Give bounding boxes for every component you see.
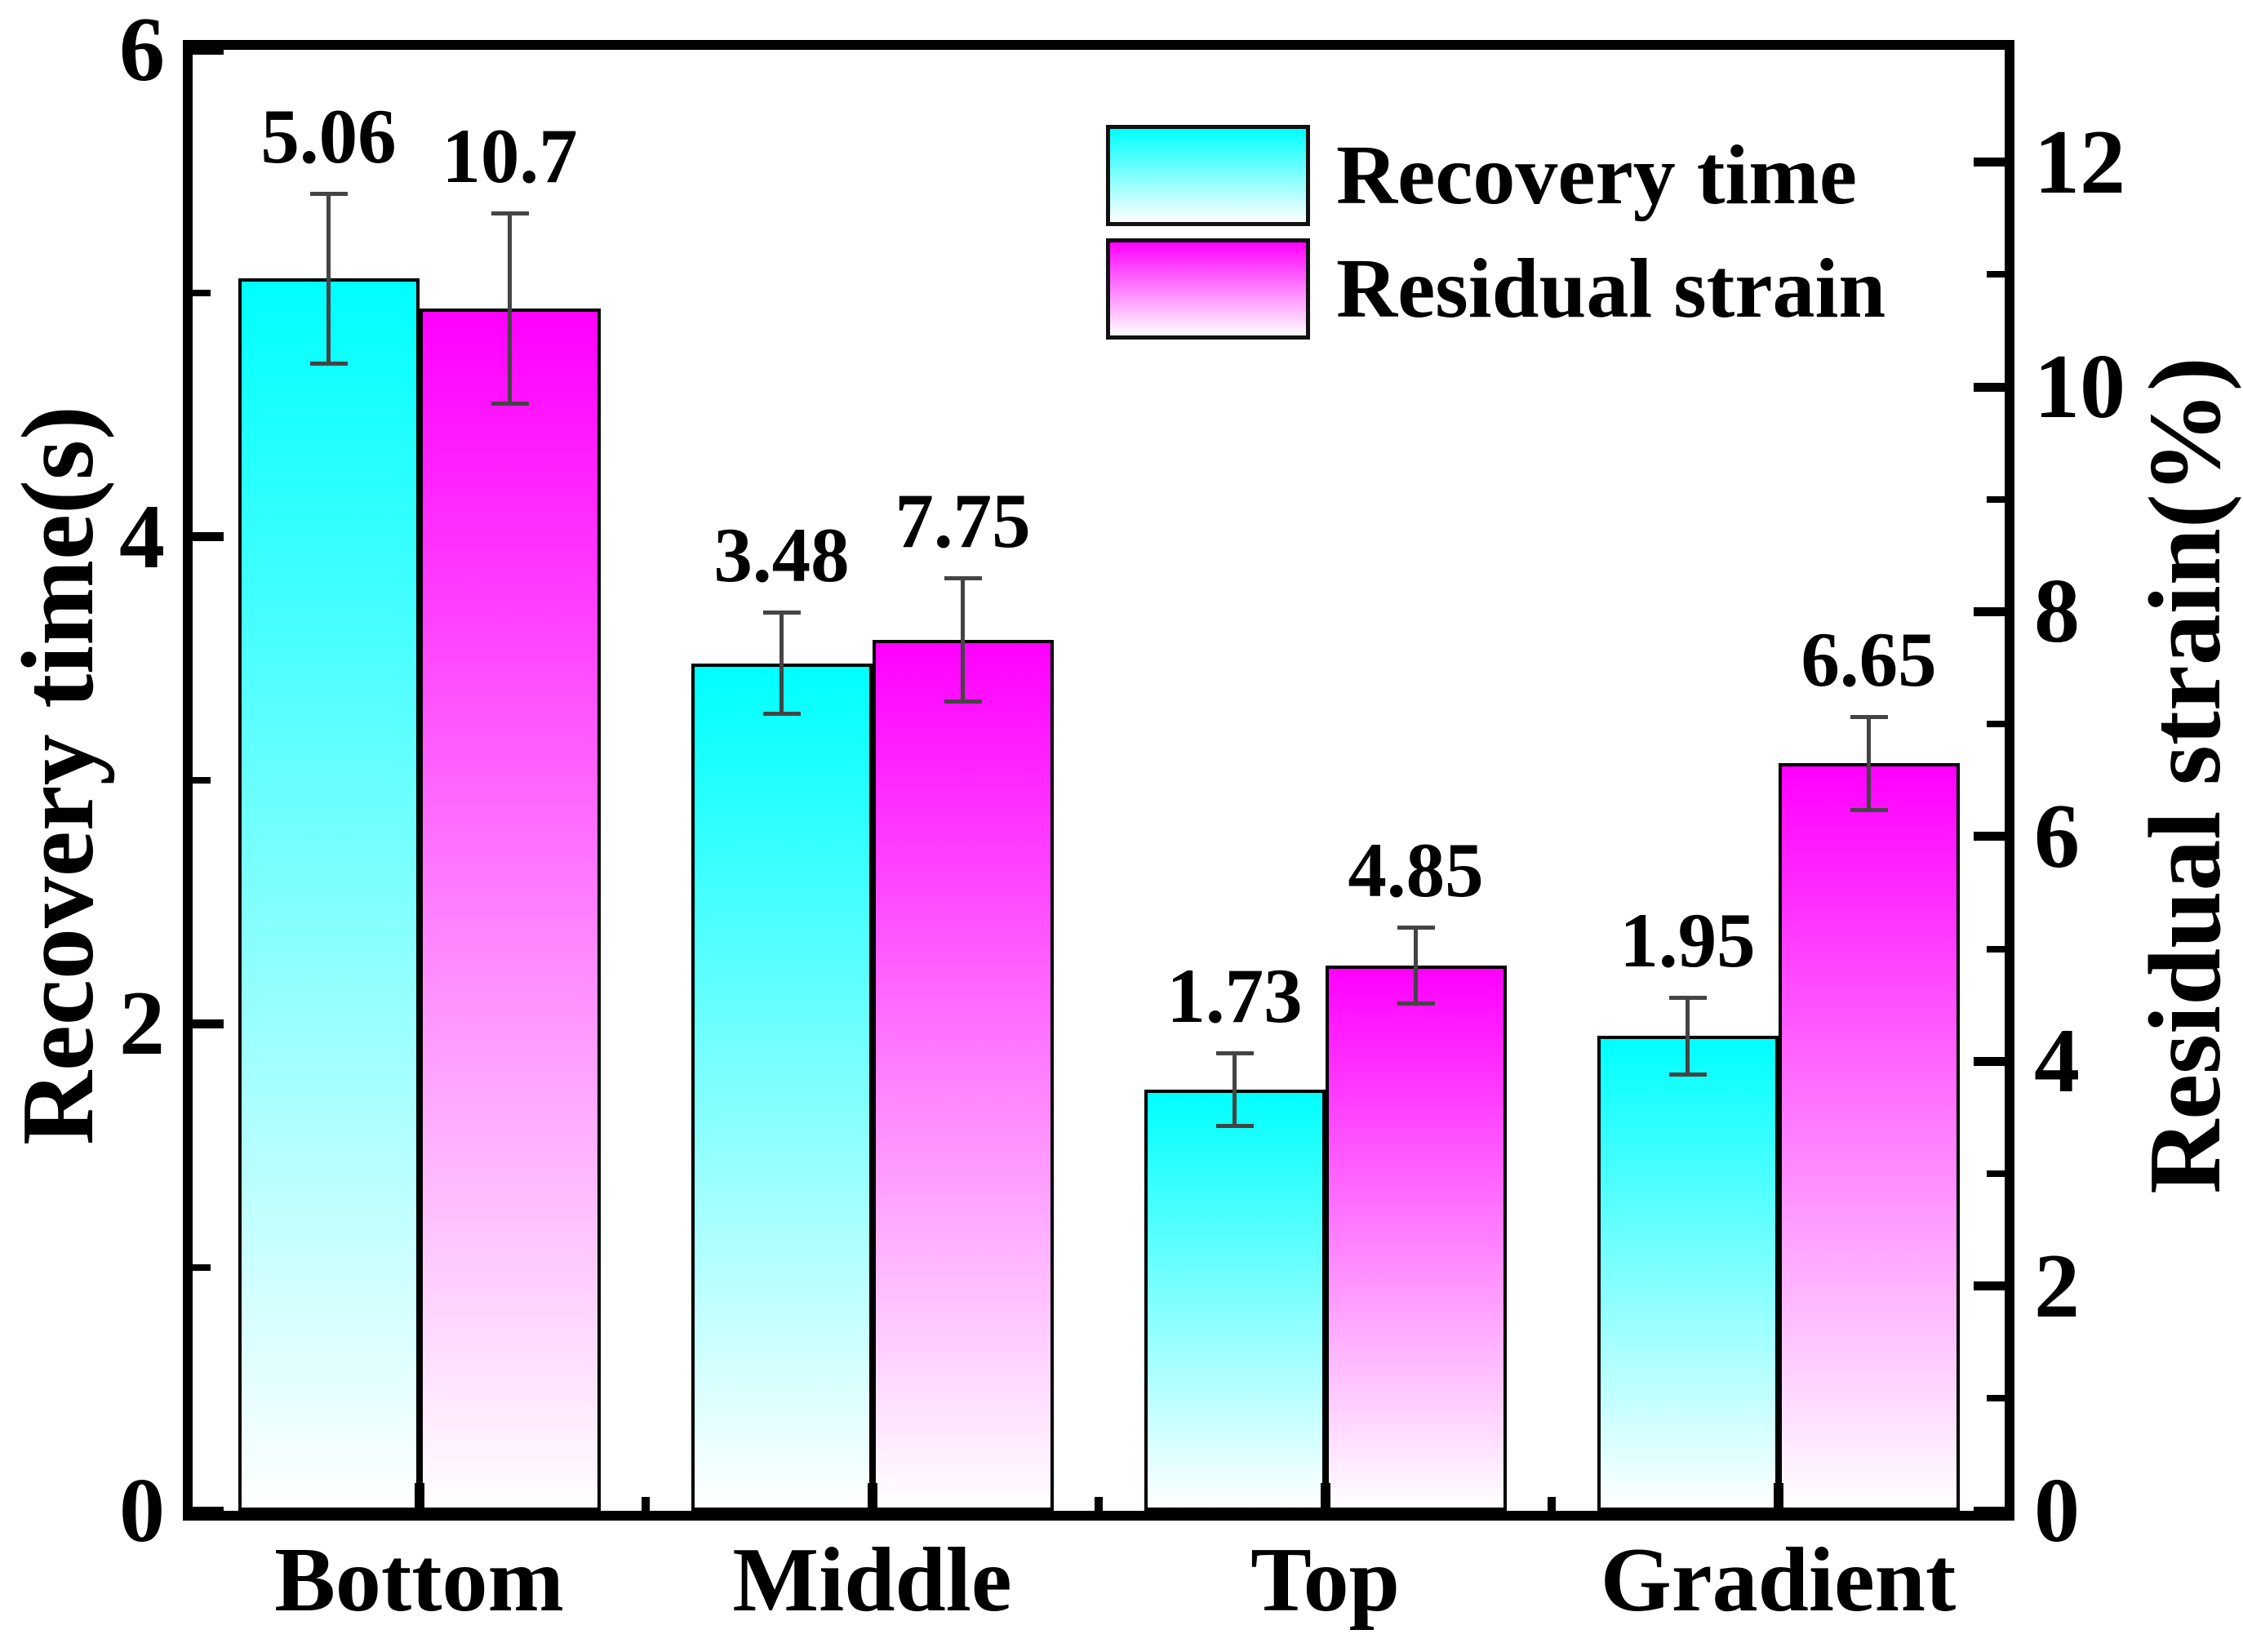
left-axis-major-tick	[193, 1019, 224, 1028]
error-bar	[1867, 716, 1871, 811]
legend-item: Residual strain	[1106, 238, 1885, 340]
value-label: 10.7	[442, 112, 578, 199]
value-label: 3.48	[713, 512, 850, 599]
bar-recovery-time	[691, 663, 873, 1511]
value-label: 7.75	[895, 477, 1031, 565]
right-axis-major-tick	[1974, 1506, 2005, 1516]
bar-recovery-time	[1144, 1089, 1326, 1511]
value-label: 4.85	[1348, 827, 1484, 914]
bar-residual-strain	[1778, 763, 1960, 1511]
error-bar-cap-bottom	[1668, 1072, 1707, 1077]
right-tick-label: 10	[2034, 336, 2125, 438]
legend-swatch	[1106, 238, 1310, 340]
value-label: 5.06	[260, 93, 397, 180]
error-bar	[779, 612, 784, 715]
error-bar-cap-top	[1215, 1051, 1254, 1056]
x-axis-center-tick	[414, 1483, 424, 1511]
error-bar-cap-top	[1850, 714, 1888, 719]
error-bar-cap-bottom	[762, 712, 801, 717]
error-bar-cap-top	[1668, 995, 1707, 1000]
right-tick-label: 4	[2034, 1010, 2080, 1112]
bar-residual-strain	[419, 308, 601, 1511]
error-bar	[1686, 997, 1690, 1075]
right-axis-major-tick	[1974, 382, 2005, 392]
left-tick-label: 0	[119, 1460, 165, 1561]
legend-label: Recovery time	[1336, 128, 1858, 222]
legend-label: Residual strain	[1336, 242, 1886, 335]
plot-area: Recovery time Residual strain 5.06 10.7 3.4…	[183, 40, 2014, 1521]
right-axis-major-tick	[1974, 1056, 2005, 1066]
error-bar-cap-top	[491, 211, 529, 215]
category-label: Middle	[732, 1530, 1012, 1631]
right-tick-label: 12	[2034, 111, 2125, 213]
right-axis-major-tick	[1974, 832, 2005, 842]
error-bar-cap-bottom	[309, 361, 348, 366]
category-label: Bottom	[274, 1530, 564, 1631]
error-bar	[1414, 927, 1418, 1004]
left-tick-label: 6	[119, 0, 165, 100]
right-axis-minor-tick	[1987, 495, 2005, 503]
error-bar	[1233, 1053, 1237, 1126]
x-axis-center-tick	[1320, 1483, 1330, 1511]
error-bar-cap-bottom	[1850, 808, 1888, 813]
error-bar-cap-bottom	[491, 401, 529, 406]
bar-recovery-time	[1597, 1036, 1779, 1511]
right-tick-label: 8	[2034, 561, 2080, 663]
left-axis-minor-tick	[193, 777, 211, 784]
error-bar-cap-bottom	[944, 699, 982, 704]
right-axis-major-tick	[1974, 158, 2005, 167]
bar-residual-strain	[1325, 966, 1507, 1511]
right-axis-minor-tick	[1987, 271, 2005, 278]
right-tick-label: 6	[2034, 785, 2080, 887]
right-tick-label: 2	[2034, 1235, 2080, 1337]
bar-residual-strain	[872, 639, 1054, 1511]
left-axis-minor-tick	[193, 290, 211, 297]
right-axis-minor-tick	[1987, 1170, 2005, 1177]
right-tick-label: 0	[2034, 1460, 2080, 1561]
error-bar-cap-top	[1397, 926, 1435, 930]
error-bar	[961, 578, 965, 702]
left-axis-minor-tick	[193, 1263, 211, 1271]
error-bar	[508, 212, 512, 404]
right-axis-minor-tick	[1987, 721, 2005, 728]
error-bar-cap-top	[762, 611, 801, 615]
right-axis-minor-tick	[1987, 945, 2005, 953]
error-bar-cap-bottom	[1215, 1123, 1254, 1128]
error-bar	[326, 193, 331, 364]
value-label: 1.95	[1619, 896, 1756, 984]
x-axis-center-tick	[867, 1483, 877, 1511]
right-axis-major-tick	[1974, 1281, 2005, 1291]
bar-recovery-time	[238, 278, 420, 1511]
right-axis-minor-tick	[1987, 1395, 2005, 1402]
category-label: Gradient	[1600, 1530, 1957, 1631]
error-bar-cap-top	[309, 192, 348, 197]
value-label: 6.65	[1801, 615, 1937, 703]
legend: Recovery time Residual strain	[1106, 125, 1885, 352]
right-axis-major-tick	[1974, 606, 2005, 616]
value-label: 1.73	[1166, 953, 1303, 1040]
legend-swatch	[1106, 125, 1310, 226]
x-axis-boundary-tick	[1548, 1497, 1556, 1511]
category-label: Top	[1250, 1530, 1400, 1631]
legend-item: Recovery time	[1106, 125, 1885, 226]
x-axis-center-tick	[1773, 1483, 1783, 1511]
error-bar-cap-bottom	[1397, 1001, 1435, 1006]
x-axis-boundary-tick	[1095, 1497, 1103, 1511]
left-tick-label: 2	[119, 973, 165, 1075]
error-bar-cap-top	[944, 576, 982, 581]
left-axis-major-tick	[193, 1506, 224, 1516]
left-axis-major-tick	[193, 532, 224, 542]
left-axis-major-tick	[193, 45, 224, 55]
left-tick-label: 4	[119, 486, 165, 588]
x-axis-boundary-tick	[642, 1497, 650, 1511]
